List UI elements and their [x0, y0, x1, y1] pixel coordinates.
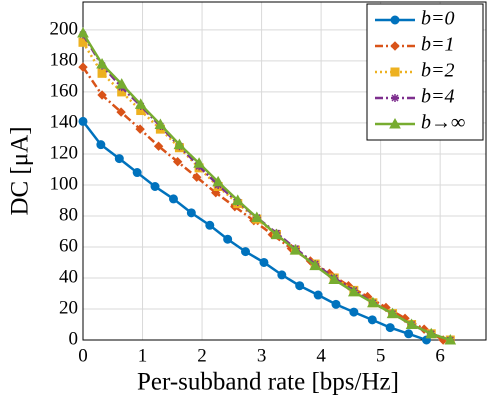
marker [331, 299, 341, 309]
y-tick-label: 200 [50, 18, 79, 39]
marker [405, 318, 418, 329]
marker [385, 323, 395, 333]
marker [96, 140, 106, 150]
series-line [81, 66, 444, 342]
marker [390, 41, 400, 51]
y-tick-label: 160 [50, 80, 79, 101]
marker [168, 194, 178, 204]
marker [223, 234, 233, 244]
marker [114, 154, 124, 164]
marker [400, 313, 410, 324]
marker [391, 94, 399, 102]
marker [390, 15, 400, 25]
marker [386, 307, 399, 319]
x-tick-label: 4 [316, 345, 326, 366]
marker [115, 78, 128, 89]
marker [132, 168, 142, 178]
marker [173, 138, 186, 150]
marker [367, 296, 379, 308]
marker [231, 194, 244, 205]
y-tick-label: 140 [50, 111, 79, 132]
marker [193, 157, 205, 168]
x-tick-label: 2 [197, 345, 207, 366]
marker [191, 172, 202, 182]
marker [135, 124, 145, 134]
legend: b=0 b=1 b=2 b=4 b→∞ [366, 3, 484, 141]
marker [211, 187, 221, 198]
legend-label: b=1 [421, 34, 455, 56]
x-tick-label: 1 [138, 345, 148, 366]
marker [389, 117, 401, 129]
marker [116, 107, 126, 117]
marker [289, 244, 302, 255]
x-tick-label: 3 [257, 345, 267, 366]
legend-label: b=4 [421, 86, 455, 108]
marker [212, 175, 224, 187]
y-tick-label: 40 [59, 266, 78, 287]
legend-label: b=2 [421, 60, 455, 82]
y-tick-label: 0 [69, 328, 79, 349]
legend-label: b=0 [421, 8, 455, 30]
marker [78, 116, 88, 126]
marker [270, 228, 283, 240]
x-tick-label: 6 [435, 345, 445, 366]
y-tick-label: 120 [50, 142, 79, 163]
marker [347, 285, 360, 297]
marker [390, 67, 400, 77]
marker [404, 329, 414, 339]
y-tick-label: 20 [59, 297, 78, 318]
marker [186, 208, 196, 218]
y-tick-label: 80 [59, 204, 78, 225]
marker [205, 220, 215, 230]
legend-label: b→∞ [421, 112, 465, 134]
marker [241, 247, 251, 257]
marker [153, 141, 164, 151]
marker [78, 62, 88, 72]
x-tick-label: 5 [376, 345, 386, 366]
y-tick-label: 180 [50, 49, 79, 70]
marker [250, 211, 263, 223]
marker [277, 270, 287, 280]
x-tick-label: 0 [78, 345, 88, 366]
marker [349, 307, 359, 317]
marker [425, 327, 438, 339]
marker [367, 315, 377, 325]
marker [313, 290, 323, 300]
marker [77, 26, 89, 38]
y-tick-label: 100 [50, 173, 79, 194]
x-axis-label: Per-subband rate [bps/Hz] [137, 369, 399, 396]
marker [295, 281, 305, 291]
marker [172, 156, 183, 167]
marker [96, 57, 108, 69]
marker [134, 98, 147, 109]
plot-frame [82, 1, 487, 341]
marker [328, 273, 341, 285]
y-tick-label: 60 [59, 235, 78, 256]
marker [154, 118, 167, 129]
marker [309, 259, 322, 271]
y-axis-label: DC [μA] [7, 126, 34, 215]
marker [259, 257, 269, 267]
marker [97, 90, 107, 100]
marker [444, 333, 457, 345]
marker [150, 182, 160, 192]
marker [97, 68, 107, 78]
